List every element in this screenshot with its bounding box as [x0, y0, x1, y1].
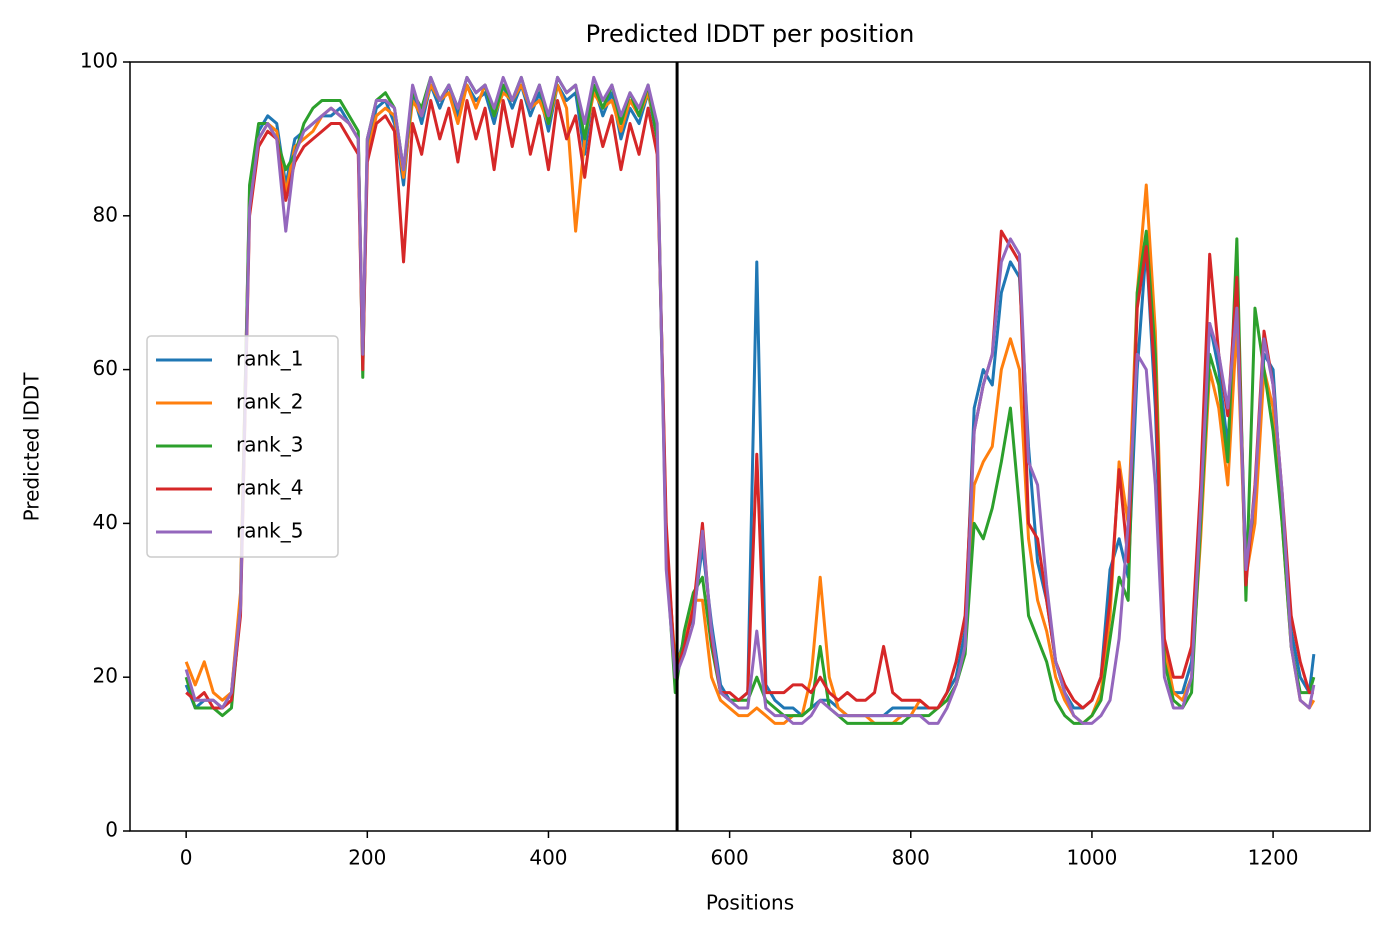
legend-label: rank_1	[236, 347, 303, 371]
y-tick-label: 60	[93, 356, 118, 380]
plot-frame	[129, 61, 1371, 832]
legend-label: rank_3	[236, 433, 303, 457]
y-tick-label: 100	[80, 49, 118, 73]
x-axis-label: Positions	[706, 891, 794, 915]
y-tick-label: 20	[93, 664, 118, 688]
x-tick-label: 200	[348, 846, 386, 870]
y-tick-label: 80	[93, 202, 118, 226]
y-axis-label: Predicted lDDT	[20, 372, 44, 522]
x-tick-label: 1000	[1066, 846, 1117, 870]
x-tick-label: 800	[892, 846, 930, 870]
legend-label: rank_5	[236, 519, 303, 543]
y-tick-label: 0	[105, 818, 118, 842]
y-tick-label: 40	[93, 510, 118, 534]
x-tick-label: 0	[180, 846, 193, 870]
series-line	[184, 75, 1316, 725]
legend-box	[146, 335, 339, 558]
x-tick-label: 1200	[1248, 846, 1299, 870]
legend-label: rank_2	[236, 390, 303, 414]
x-tick-label: 400	[529, 846, 567, 870]
x-tick-label: 600	[711, 846, 749, 870]
chart-title: Predicted lDDT per position	[586, 20, 915, 48]
legend-label: rank_4	[236, 476, 303, 500]
